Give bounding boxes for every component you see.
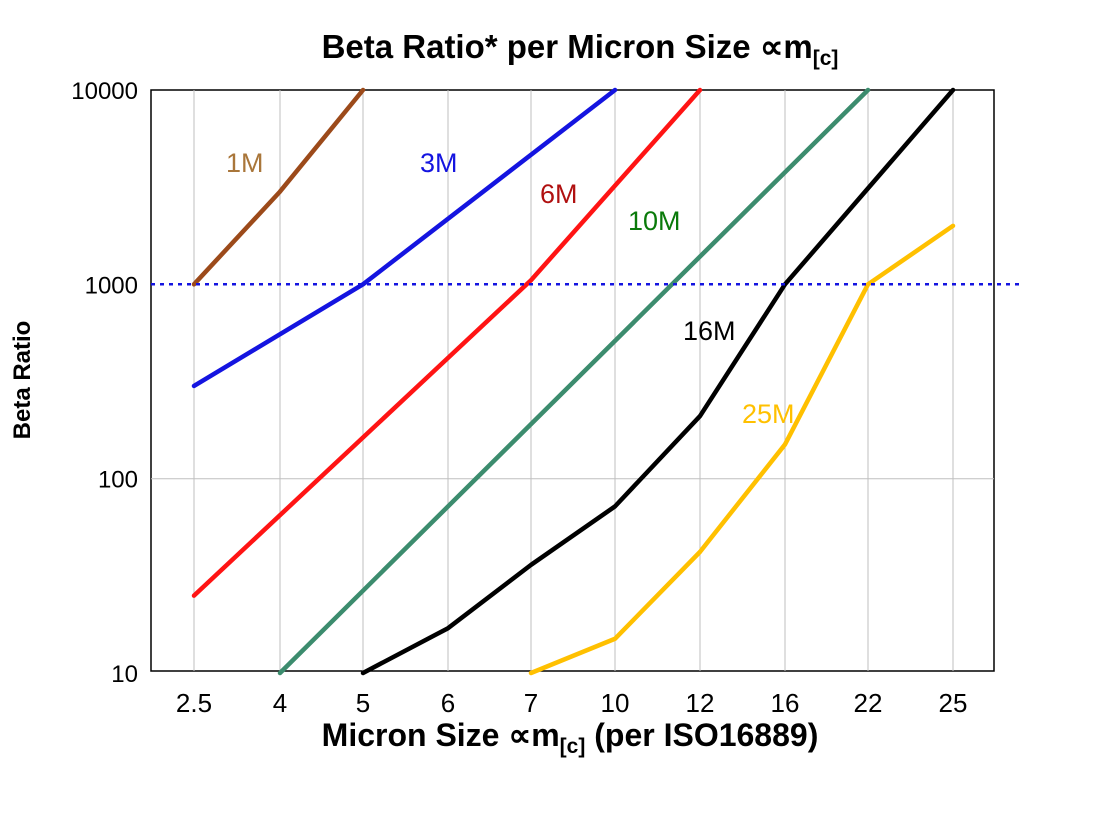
- svg-text:Beta Ratio* per Micron Size ∝m: Beta Ratio* per Micron Size ∝m[c]: [322, 28, 839, 70]
- svg-text:7: 7: [524, 688, 538, 718]
- svg-text:5: 5: [356, 688, 370, 718]
- svg-text:10000: 10000: [71, 78, 138, 105]
- svg-text:2.5: 2.5: [176, 688, 212, 718]
- svg-text:4: 4: [273, 688, 287, 718]
- svg-text:10: 10: [111, 661, 138, 688]
- svg-text:6: 6: [441, 688, 455, 718]
- svg-text:10: 10: [601, 688, 630, 718]
- svg-text:25M: 25M: [742, 399, 795, 429]
- svg-text:6M: 6M: [540, 179, 578, 209]
- svg-text:16M: 16M: [683, 316, 736, 346]
- svg-text:3M: 3M: [420, 148, 458, 178]
- svg-text:22: 22: [854, 688, 883, 718]
- svg-text:16: 16: [771, 688, 800, 718]
- svg-text:100: 100: [98, 467, 138, 494]
- svg-text:1000: 1000: [85, 272, 138, 299]
- svg-text:1M: 1M: [226, 148, 264, 178]
- svg-text:Beta Ratio: Beta Ratio: [9, 321, 36, 440]
- svg-text:25: 25: [939, 688, 968, 718]
- svg-text:12: 12: [686, 688, 715, 718]
- svg-text:10M: 10M: [628, 206, 681, 236]
